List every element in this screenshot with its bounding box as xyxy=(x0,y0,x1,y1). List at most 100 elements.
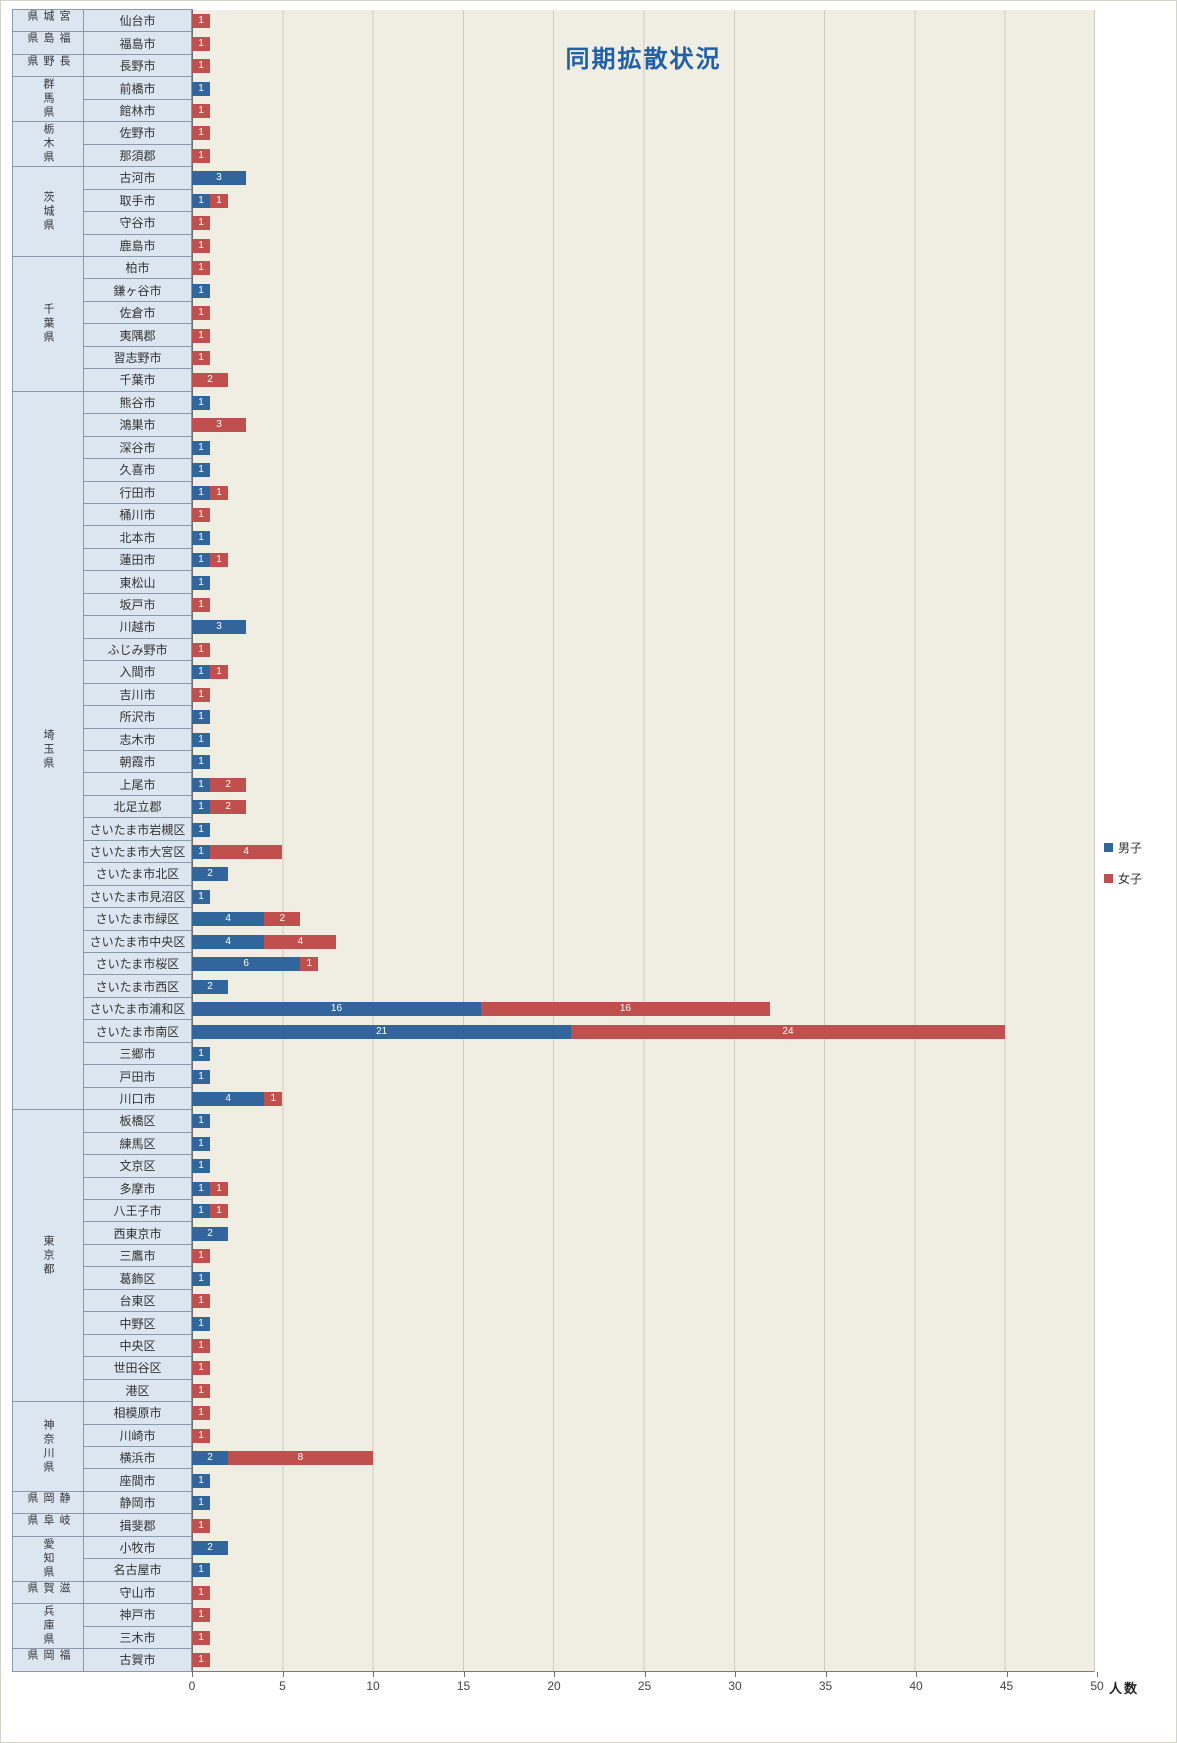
stacked-bar: 1 xyxy=(192,306,1095,321)
bar-segment-female: 1 xyxy=(192,306,211,321)
bar-segment-male: 1 xyxy=(192,710,211,725)
bar-segment-male: 1 xyxy=(192,1047,211,1062)
city-label: 館林市 xyxy=(84,99,192,123)
stacked-bar: 1 xyxy=(192,1473,1095,1488)
stacked-bar: 1 xyxy=(192,1518,1095,1533)
data-label: 1 xyxy=(198,464,204,476)
stacked-bar: 1 xyxy=(192,1496,1095,1511)
bar-segment-male: 1 xyxy=(192,777,211,792)
bar-row: 2 xyxy=(192,369,1095,391)
city-label: 八王子市 xyxy=(84,1200,192,1223)
city-label: 熊谷市 xyxy=(84,391,192,415)
bar-row: 1 xyxy=(192,1133,1095,1155)
bar-segment-female: 1 xyxy=(210,485,229,500)
data-label: 1 xyxy=(198,1317,204,1329)
stacked-bar: 1 xyxy=(192,81,1095,96)
bar-row: 1 xyxy=(192,212,1095,234)
data-label: 4 xyxy=(243,845,249,857)
data-label: 1 xyxy=(198,37,204,49)
city-label: 上尾市 xyxy=(84,773,192,796)
city-label: 横浜市 xyxy=(84,1447,192,1470)
bar-row: 1 xyxy=(192,639,1095,661)
city-label: 港区 xyxy=(84,1379,192,1403)
tick-mark xyxy=(735,1672,736,1677)
stacked-bar: 1 xyxy=(192,1047,1095,1062)
bar-row: 1 xyxy=(192,459,1095,481)
city-label: 深谷市 xyxy=(84,436,192,460)
stacked-bar: 1 xyxy=(192,575,1095,590)
data-label: 1 xyxy=(306,958,313,970)
data-label: 16 xyxy=(330,1003,343,1015)
stacked-bar: 1 xyxy=(192,1069,1095,1084)
city-label: 桶川市 xyxy=(84,503,192,527)
city-label: 西東京市 xyxy=(84,1222,192,1245)
stacked-bar: 1 xyxy=(192,14,1095,29)
stacked-bar: 1 xyxy=(192,1159,1095,1174)
stacked-bar: 1 xyxy=(192,1653,1095,1668)
bar-row: 1 xyxy=(192,1335,1095,1357)
city-label: 揖斐郡 xyxy=(84,1514,192,1537)
data-label: 4 xyxy=(225,913,231,925)
stacked-bar: 21 24 xyxy=(192,1024,1095,1039)
prefecture-label: 福岡県 xyxy=(12,1649,84,1672)
city-label: 佐野市 xyxy=(84,122,192,145)
bar-row: 1 xyxy=(192,1514,1095,1536)
city-label: 文京区 xyxy=(84,1155,192,1178)
stacked-bar: 1 xyxy=(192,440,1095,455)
data-label: 1 xyxy=(198,60,204,72)
prefecture-label: 岐阜県 xyxy=(12,1514,84,1537)
city-label: 長野市 xyxy=(84,54,192,78)
tick-label: 15 xyxy=(456,1679,471,1693)
bar-segment-female: 2 xyxy=(192,373,229,388)
stacked-bar: 1 xyxy=(192,598,1095,612)
bar-segment-male: 1 xyxy=(192,665,211,680)
bar-segment-male: 3 xyxy=(192,171,247,186)
bar-segment-male: 1 xyxy=(192,1316,211,1331)
stacked-bar: 1 xyxy=(192,238,1095,253)
bar-segment-male: 2 xyxy=(192,1451,229,1466)
stacked-bar: 3 xyxy=(192,171,1095,186)
data-label: 2 xyxy=(207,1542,213,1554)
data-label: 1 xyxy=(198,756,204,768)
data-label: 1 xyxy=(198,1048,204,1060)
city-label: 練馬区 xyxy=(84,1132,192,1156)
bar-row: 1 xyxy=(192,1290,1095,1312)
tick-mark xyxy=(463,1672,465,1677)
city-label: さいたま市岩槻区 xyxy=(84,818,192,841)
stacked-bar: 1 xyxy=(192,1114,1095,1129)
city-label: 那須郡 xyxy=(84,144,192,168)
bar-segment-female: 1 xyxy=(192,1585,211,1600)
bar-segment-male: 3 xyxy=(192,620,247,635)
data-label: 1 xyxy=(198,711,204,723)
bar-segment-female: 1 xyxy=(192,238,211,253)
bar-segment-male: 1 xyxy=(192,1271,211,1286)
bar-segment-female: 1 xyxy=(210,665,229,680)
bar-segment-male: 6 xyxy=(192,957,301,972)
tick-mark xyxy=(192,1672,193,1677)
city-label: 川崎市 xyxy=(84,1424,192,1447)
bar-row: 1 xyxy=(192,594,1095,616)
bar-row: 1 xyxy=(192,1110,1095,1132)
city-label: ふじみ野市 xyxy=(84,638,192,662)
city-label: 静岡市 xyxy=(84,1491,192,1515)
bar-row: 1 xyxy=(192,1425,1095,1447)
stacked-bar: 2 xyxy=(192,373,1095,388)
bar-segment-female: 1 xyxy=(210,193,229,208)
stacked-bar: 1 xyxy=(192,1136,1095,1151)
data-label: 1 xyxy=(198,1384,204,1396)
stacked-bar: 1 xyxy=(192,463,1095,478)
city-label: 北本市 xyxy=(84,526,192,549)
city-label: 蓮田市 xyxy=(84,548,192,572)
city-label: 千葉市 xyxy=(84,369,192,392)
data-label: 1 xyxy=(198,127,204,139)
bar-segment-female: 1 xyxy=(192,216,211,231)
tick-label: 35 xyxy=(818,1679,833,1693)
data-label: 1 xyxy=(198,1295,204,1307)
